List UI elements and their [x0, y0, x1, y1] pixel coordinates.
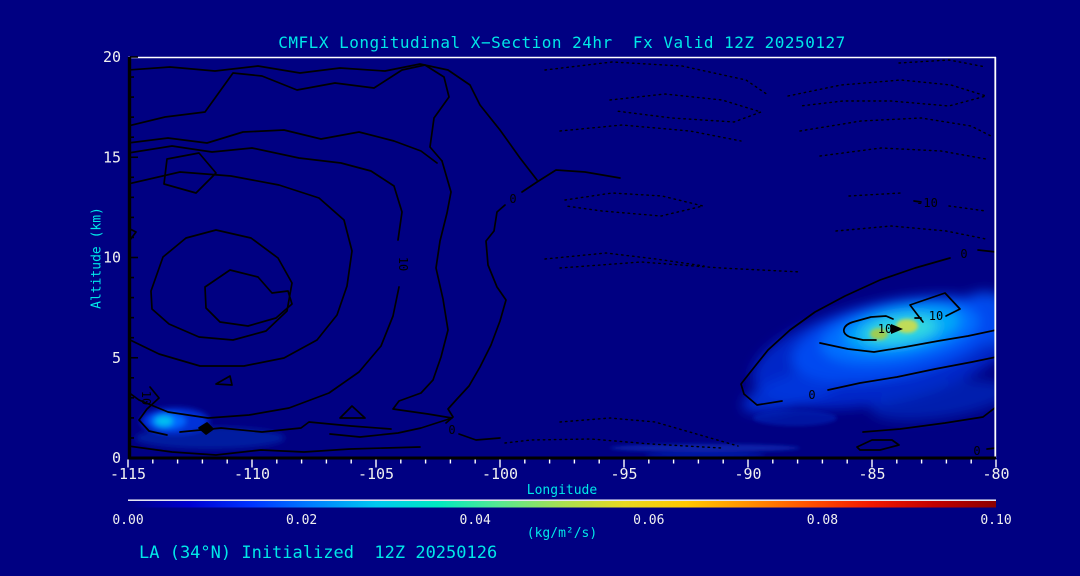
- contour-label: 0: [448, 423, 455, 437]
- y-tick-label: 15: [103, 148, 121, 166]
- colorbar-tick-label: 0.04: [460, 513, 491, 528]
- contour-line: [521, 169, 621, 193]
- contour-line: [129, 145, 403, 419]
- contour-line: [198, 422, 214, 435]
- x-tick-label: -85: [858, 465, 885, 483]
- contour-line: [129, 64, 450, 162]
- colorbar-tick-label: 0.00: [112, 513, 143, 528]
- contour-line-dotted: [835, 225, 987, 240]
- secondary-flux-blob: [135, 408, 285, 449]
- contour-line-dotted: [898, 59, 987, 68]
- contour-line: [339, 405, 366, 419]
- axis-ticks: [127, 56, 997, 468]
- x-axis-label: Longitude: [526, 483, 598, 498]
- contour-line: [204, 269, 293, 327]
- x-tick-label: -90: [734, 465, 761, 483]
- contour-label: -10: [916, 196, 938, 210]
- contour-line: [179, 421, 392, 433]
- x-tick-label: -110: [234, 465, 270, 483]
- contour-line: [215, 375, 233, 386]
- contour-line: [862, 406, 995, 433]
- contour-line: [150, 229, 293, 341]
- colorbar-tick-label: 0.02: [286, 513, 317, 528]
- contour-line: [740, 249, 995, 406]
- contour-line-dotted: [544, 61, 769, 96]
- contour-line-dotted: [848, 192, 987, 212]
- initialization-caption: LA (34°N) Initialized 12Z 20250126: [139, 543, 498, 563]
- primary-flux-blob: [742, 292, 995, 421]
- contour-line-dotted: [559, 417, 739, 447]
- contour-line: [129, 445, 421, 456]
- contour-line-dotted: [504, 438, 722, 449]
- x-tick-label: -105: [358, 465, 394, 483]
- colorbar-tick-label: 0.08: [807, 513, 838, 528]
- colorbar-top-line: [128, 499, 996, 501]
- contour-line-dotted: [787, 79, 989, 107]
- contour-line: [819, 329, 995, 353]
- contour-line-dotted: [609, 93, 764, 123]
- colorbar-units-label: (kg/m²/s): [526, 526, 598, 541]
- chart-title: CMFLX Longitudinal X−Section 24hr Fx Val…: [278, 33, 846, 52]
- contour-line: [913, 200, 922, 203]
- contour-line: [129, 63, 538, 181]
- contour-line: [163, 152, 217, 194]
- dotted-contours: [504, 59, 992, 449]
- contour-line: [891, 324, 903, 334]
- y-tick-label: 20: [103, 48, 121, 66]
- contour-label: 0: [808, 388, 815, 402]
- solid-contours: [129, 63, 995, 456]
- contour-label: 10: [878, 322, 892, 336]
- contour-label: 0: [960, 247, 967, 261]
- contour-line-dotted: [564, 192, 704, 217]
- contour-line-dotted: [819, 147, 987, 160]
- contour-line: [129, 129, 438, 164]
- contour-label: 10: [929, 309, 943, 323]
- colorbar-strip: [128, 501, 996, 508]
- contour-label: 0: [973, 444, 980, 458]
- colorbar-tick-label: 0.10: [980, 513, 1011, 528]
- contour-line-dotted: [559, 124, 742, 142]
- contour-labels: 0 0 0 0 0 -10 10 10 10 10: [139, 192, 981, 458]
- contour-line: [909, 292, 961, 323]
- contour-line-dotted: [799, 117, 992, 137]
- contour-line-dotted: [559, 261, 802, 273]
- x-tick-label: -115: [110, 465, 146, 483]
- contour-line: [129, 171, 353, 367]
- contour-label: 10: [139, 391, 153, 405]
- contour-label: 0: [509, 192, 516, 206]
- y-tick-label: 5: [112, 349, 121, 367]
- colorbar-tick-label: 0.06: [633, 513, 664, 528]
- colorbar: 0.00 0.02 0.04 0.06 0.08 0.10: [112, 499, 1012, 528]
- contour-label: 10: [396, 257, 410, 271]
- x-tick-label: -95: [610, 465, 637, 483]
- plot-frame: [127, 56, 997, 460]
- contour-line: [138, 386, 168, 436]
- contour-line: [445, 204, 507, 424]
- contour-line: [856, 439, 900, 451]
- x-tick-label: -100: [482, 465, 518, 483]
- weak-streaks: [610, 410, 837, 457]
- contour-line: [329, 160, 453, 438]
- y-tick-label: 0: [112, 449, 121, 467]
- contour-line: [458, 433, 501, 441]
- y-tick-label: 10: [103, 249, 121, 267]
- x-tick-label: -80: [982, 465, 1009, 483]
- contour-line-dotted: [544, 252, 705, 267]
